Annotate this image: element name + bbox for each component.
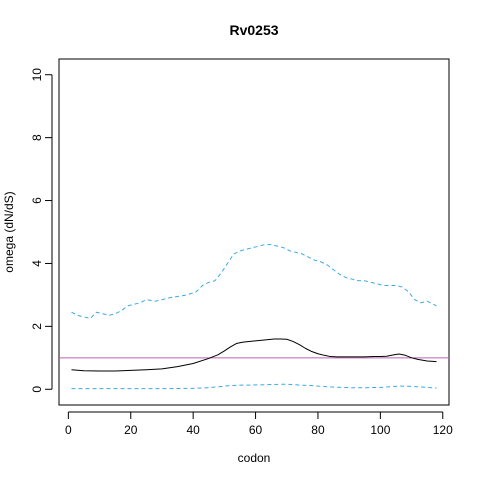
x-axis: 0 20 40 60 80 100 120 [65,411,453,437]
series-layer [59,244,449,390]
y-tick-label: 4 [30,260,44,267]
x-tick-label: 100 [370,423,390,437]
x-tick-label: 0 [65,423,72,437]
chart-title: Rv0253 [229,22,278,38]
series-line-1 [71,338,437,372]
y-axis: 0 2 4 6 8 10 [30,68,53,393]
plot-frame [58,58,450,406]
y-tick-label: 2 [30,323,44,330]
y-axis-label: omega (dN/dS) [2,191,16,272]
x-tick-label: 80 [311,423,325,437]
x-tick-label: 120 [433,423,453,437]
x-tick-label: 60 [249,423,263,437]
y-tick-label: 6 [30,197,44,204]
y-tick-label: 0 [30,386,44,393]
series-line-3 [71,383,437,390]
y-tick-label: 10 [30,68,44,82]
y-tick-label: 8 [30,134,44,141]
x-tick-label: 40 [186,423,200,437]
x-tick-label: 20 [124,423,138,437]
series-line-2 [71,244,437,319]
x-axis-label: codon [238,451,271,465]
